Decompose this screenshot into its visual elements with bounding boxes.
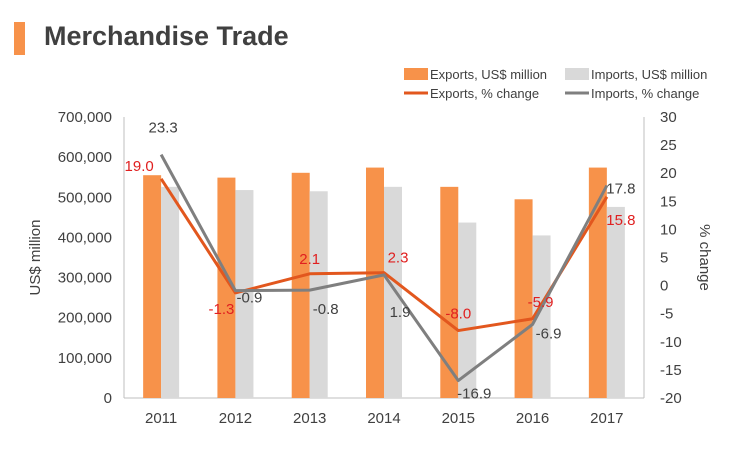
chart-title: Merchandise Trade [44,21,289,51]
exports-change-label: -8.0 [445,306,471,323]
imports-change-label: 17.8 [606,181,635,198]
export-value-bar [366,167,384,398]
legend-label: Exports, US$ million [430,67,547,82]
y-tick-label: 400,000 [58,229,112,246]
x-tick-label: 2015 [442,410,475,427]
y-tick-label: 600,000 [58,149,112,166]
y2-tick-label: 25 [660,137,677,154]
legend-label: Exports, % change [430,86,539,101]
exports-change-label: 2.1 [299,251,320,268]
export-value-bar [291,172,310,398]
y-tick-label: 300,000 [58,270,112,287]
legend-label: Imports, % change [591,86,699,101]
imports-change-label: -16.9 [457,386,491,403]
y2-tick-label: -15 [660,362,682,379]
export-value-bar [217,177,236,398]
y-axis-title: US$ million [27,220,44,296]
imports-change-label: -0.8 [313,301,339,318]
exports-change-label: -1.3 [208,301,234,318]
import-value-bar [235,190,254,398]
y2-tick-label: 0 [660,278,668,295]
import-value-bar [309,191,328,398]
y-tick-label: 100,000 [58,350,112,367]
imports-change-label: -6.9 [536,325,562,342]
y2-tick-label: -20 [660,390,682,407]
y-tick-label: 700,000 [58,109,112,126]
exports-change-line [159,178,609,333]
legend-swatch [404,68,428,80]
export-value-bar [440,186,459,398]
import-value-bar [606,206,625,398]
x-tick-label: 2013 [293,410,326,427]
y2-tick-label: -10 [660,334,682,351]
y-tick-label: 0 [104,390,112,407]
import-value-bar [384,186,402,398]
x-tick-label: 2014 [367,410,400,427]
import-value-bar [458,222,477,398]
x-tick-label: 2011 [145,410,177,427]
exports-change-label: -5.9 [528,294,554,311]
imports-change-label: 23.3 [149,120,178,137]
legend-swatch [565,68,589,80]
import-value-bar [161,186,180,398]
y2-tick-label: -5 [660,306,673,323]
export-value-bar [514,199,533,398]
y-tick-label: 500,000 [58,189,112,206]
y-tick-label: 200,000 [58,310,112,327]
y2-tick-label: 5 [660,250,668,267]
export-value-bar [588,167,607,398]
imports-change-label: 1.9 [390,304,411,321]
x-tick-label: 2016 [516,410,549,427]
y2-tick-label: 10 [660,221,677,238]
x-tick-label: 2012 [219,410,252,427]
legend-label: Imports, US$ million [591,67,707,82]
imports-change-label: -0.9 [236,290,262,307]
exports-change-label: 15.8 [606,212,635,229]
title-accent-bar [14,22,25,55]
y2-axis-title: % change [696,224,713,291]
export-value-bar [143,175,162,398]
x-tick-label: 2017 [590,410,623,427]
y2-tick-label: 15 [660,193,677,210]
import-value-bar [532,235,551,398]
imports-change-line [159,153,609,383]
exports-change-label: 19.0 [125,158,154,175]
y2-tick-label: 20 [660,165,677,182]
exports-change-label: 2.3 [388,250,409,267]
y2-tick-label: 30 [660,109,677,126]
